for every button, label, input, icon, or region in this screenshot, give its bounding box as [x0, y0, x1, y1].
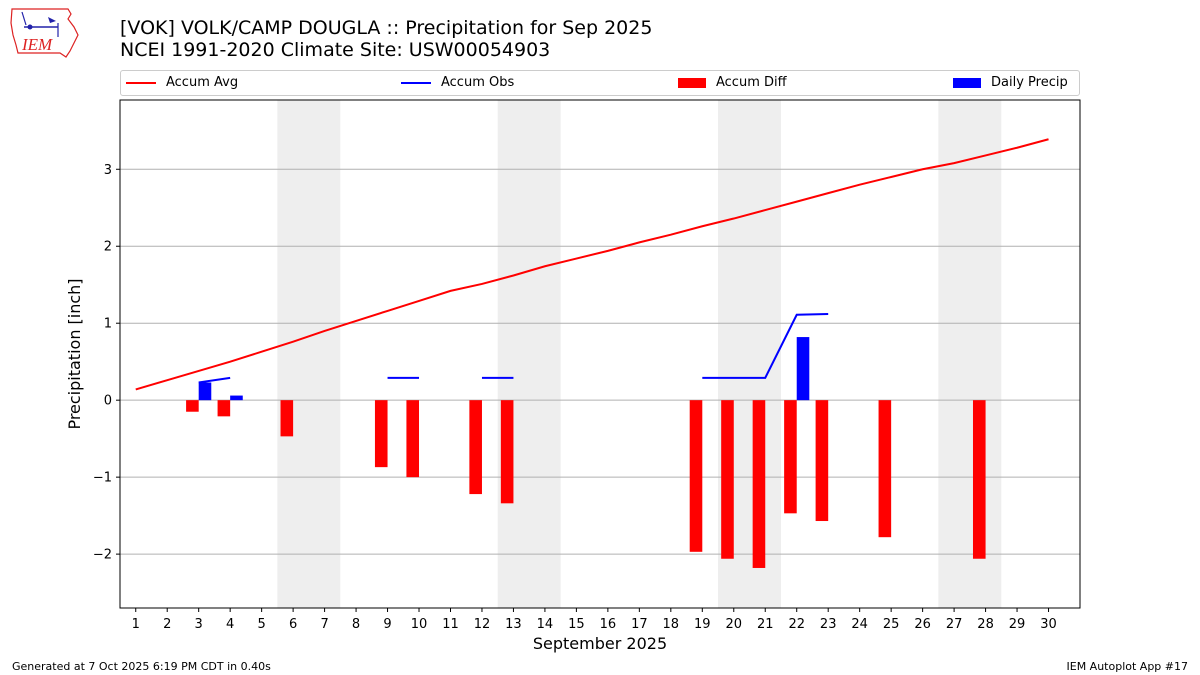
x-tick-label: 16 — [600, 617, 617, 632]
y-tick-label: 3 — [104, 163, 112, 178]
x-tick-label: 2 — [163, 617, 171, 632]
legend-daily-precip-swatch — [953, 77, 981, 88]
chart-title: [VOK] VOLK/CAMP DOUGLA :: Precipitation … — [120, 17, 653, 39]
app-note: IEM Autoplot App #17 — [1066, 660, 1189, 673]
x-tick-label: 6 — [289, 617, 297, 632]
accum-avg-line — [135, 138, 1049, 391]
x-axis-label: September 2025 — [533, 634, 667, 653]
x-tick-label: 30 — [1040, 617, 1057, 632]
accum-diff-bar — [217, 400, 231, 417]
x-tick-label: 20 — [725, 617, 742, 632]
accum-diff-bar — [815, 400, 829, 522]
legend-accum-diff-label: Accum Diff — [716, 75, 787, 90]
x-tick-label: 25 — [883, 617, 900, 632]
x-tick-label: 13 — [505, 617, 522, 632]
legend-accum-avg: Accum Avg — [126, 74, 238, 92]
legend-accum-obs-label: Accum Obs — [441, 75, 515, 90]
legend-daily-precip-label: Daily Precip — [991, 75, 1068, 90]
weekend-shade — [497, 100, 561, 608]
y-tick-label: −2 — [93, 548, 112, 563]
accum-diff-bar — [721, 400, 734, 559]
logo-text: IEM — [21, 35, 53, 54]
y-tick-label: 1 — [104, 317, 112, 332]
x-tick-label: 28 — [977, 617, 994, 632]
accum-diff-bar — [469, 400, 482, 495]
iem-logo: IEM — [10, 8, 79, 58]
weekend-shade — [938, 100, 1002, 608]
x-tick-label: 11 — [442, 617, 459, 632]
accum-diff-bar — [784, 400, 797, 514]
legend-accum-avg-label: Accum Avg — [166, 75, 239, 90]
chart-subtitle: NCEI 1991-2020 Climate Site: USW00054903 — [120, 39, 551, 61]
plot-frame — [119, 99, 1081, 609]
legend-accum-diff: Accum Diff — [678, 74, 787, 92]
y-tick-label: 0 — [104, 394, 112, 409]
accum-diff-bar — [186, 400, 199, 412]
x-tick-label: 4 — [226, 617, 234, 632]
generated-note: Generated at 7 Oct 2025 6:19 PM CDT in 0… — [12, 660, 271, 673]
legend-accum-obs-swatch — [401, 81, 431, 84]
x-tick-label: 8 — [352, 617, 360, 632]
x-tick-label: 29 — [1009, 617, 1026, 632]
x-tick-label: 18 — [663, 617, 680, 632]
x-tick-label: 19 — [694, 617, 711, 632]
legend-accum-obs: Accum Obs — [401, 74, 514, 92]
x-tick-label: 24 — [851, 617, 868, 632]
accum-diff-bar — [878, 400, 892, 538]
weekend-shade — [277, 100, 341, 608]
accum-diff-bar — [374, 400, 388, 468]
x-tick-label: 9 — [383, 617, 391, 632]
accum-diff-bar — [972, 400, 986, 559]
x-tick-label: 10 — [411, 617, 428, 632]
accum-diff-bar — [689, 400, 703, 552]
y-tick-label: −1 — [93, 471, 112, 486]
x-tick-label: 7 — [320, 617, 328, 632]
legend-accum-avg-swatch — [126, 81, 156, 84]
accum-obs-line — [198, 376, 231, 384]
x-tick-label: 26 — [914, 617, 931, 632]
accum-diff-bar — [752, 400, 766, 568]
x-tick-label: 3 — [195, 617, 203, 632]
x-tick-label: 15 — [568, 617, 585, 632]
y-axis-label: Precipitation [inch] — [65, 278, 84, 429]
x-tick-label: 1 — [132, 617, 140, 632]
accum-diff-bar — [406, 400, 420, 478]
legend-accum-diff-swatch — [678, 77, 706, 88]
accum-obs-line — [702, 312, 829, 379]
daily-precip-bar — [796, 337, 810, 401]
x-tick-label: 17 — [631, 617, 648, 632]
x-tick-label: 14 — [537, 617, 554, 632]
accum-diff-bar — [280, 400, 294, 437]
x-tick-label: 5 — [257, 617, 265, 632]
daily-precip-bar — [198, 382, 212, 401]
accum-diff-bar — [500, 400, 514, 504]
x-tick-label: 27 — [946, 617, 963, 632]
x-tick-label: 12 — [474, 617, 491, 632]
daily-precip-bar — [230, 395, 243, 401]
x-tick-label: 21 — [757, 617, 774, 632]
y-tick-label: 2 — [104, 240, 112, 255]
x-tick-label: 22 — [788, 617, 805, 632]
x-tick-label: 23 — [820, 617, 837, 632]
legend: Accum Avg Accum Obs Accum Diff Daily Pre… — [120, 70, 1080, 96]
legend-daily-precip: Daily Precip — [953, 74, 1068, 92]
